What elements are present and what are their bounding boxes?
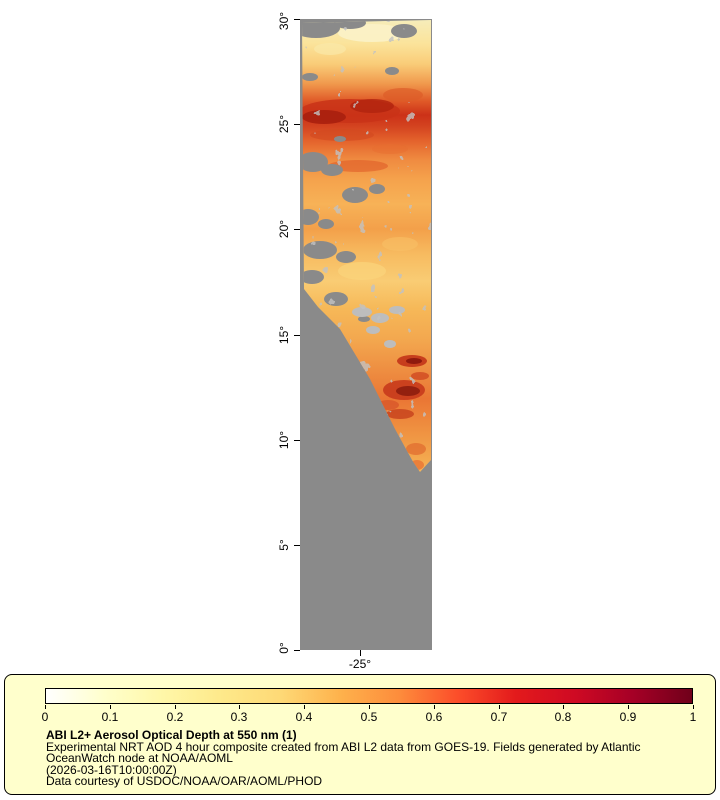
colorbar-label-0.9: 0.9: [619, 710, 637, 724]
y-axis-tick: [294, 229, 300, 230]
colorbar-tick: [369, 705, 370, 709]
colorbar-tick: [499, 705, 500, 709]
x-axis-tick: [360, 650, 361, 656]
colorbar-tick: [110, 705, 111, 709]
colorbar-label-0.8: 0.8: [554, 710, 572, 724]
y-axis-tick: [294, 124, 300, 125]
legend-title: ABI L2+ Aerosol Optical Depth at 550 nm …: [46, 728, 297, 742]
colorbar-tick: [628, 705, 629, 709]
legend-description-line1: Experimental NRT AOD 4 hour composite cr…: [46, 739, 641, 754]
colorbar-label-0.4: 0.4: [295, 710, 313, 724]
x-axis-label-minus25: -25°: [348, 657, 372, 671]
y-axis-label-25: 25°: [277, 114, 291, 134]
colorbar-gradient: [45, 688, 693, 704]
aod-map: [300, 19, 432, 650]
colorbar-label-0.6: 0.6: [425, 710, 443, 724]
legend-description-line2: OceanWatch node at NOAA/AOML: [46, 751, 233, 766]
colorbar-label-0.7: 0.7: [490, 710, 508, 724]
legend-timestamp: (2026-03-16T10:00:00Z): [46, 762, 177, 777]
colorbar-label-0: 0: [41, 710, 49, 724]
colorbar-label-0.3: 0.3: [230, 710, 248, 724]
legend-credit: Data courtesy of USDOC/NOAA/OAR/AOML/PHO…: [46, 774, 323, 789]
colorbar-label-0.1: 0.1: [101, 710, 119, 724]
colorbar-tick: [45, 705, 46, 709]
y-axis-label-20: 20°: [277, 219, 291, 239]
legend-box: 0 0.1 0.2 0.3 0.4 0.5 0.6 0.7 0.8 0.9 1 …: [4, 674, 716, 795]
colorbar-label-0.5: 0.5: [360, 710, 378, 724]
y-axis-tick: [294, 440, 300, 441]
y-axis-label-30: 30°: [277, 11, 291, 31]
colorbar-tick: [239, 705, 240, 709]
colorbar-tick: [434, 705, 435, 709]
y-axis-label-15: 15°: [277, 325, 291, 345]
colorbar-tick: [693, 705, 694, 709]
y-axis-tick: [294, 335, 300, 336]
y-axis-label-10: 10°: [277, 430, 291, 450]
y-axis-tick: [294, 650, 300, 651]
colorbar-label-0.2: 0.2: [166, 710, 184, 724]
colorbar-tick: [175, 705, 176, 709]
colorbar-tick: [563, 705, 564, 709]
legend-text: ABI L2+ Aerosol Optical Depth at 550 nm …: [46, 728, 641, 789]
colorbar-tick: [304, 705, 305, 709]
y-axis-label-5: 5°: [277, 539, 291, 551]
y-axis-label-0: 0°: [277, 642, 291, 654]
colorbar-label-1: 1: [689, 710, 697, 724]
y-axis-tick: [294, 545, 300, 546]
y-axis-tick: [294, 19, 300, 20]
